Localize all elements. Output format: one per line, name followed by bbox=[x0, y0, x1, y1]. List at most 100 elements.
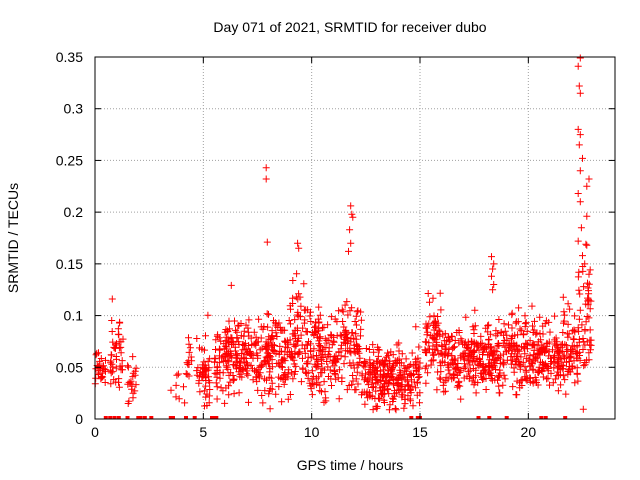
data-point bbox=[422, 338, 430, 346]
data-point bbox=[215, 334, 223, 342]
data-point bbox=[492, 366, 499, 373]
data-point bbox=[129, 389, 137, 397]
data-point bbox=[345, 382, 353, 389]
data-point bbox=[213, 395, 221, 403]
data-point bbox=[496, 366, 504, 374]
data-point bbox=[457, 335, 465, 343]
data-point bbox=[319, 354, 327, 361]
data-point bbox=[451, 355, 459, 363]
zero-data-point bbox=[192, 416, 197, 419]
data-point bbox=[433, 331, 441, 339]
data-point bbox=[531, 317, 538, 325]
data-point bbox=[457, 395, 465, 403]
data-point bbox=[439, 351, 447, 359]
data-point bbox=[391, 405, 399, 412]
data-point bbox=[245, 342, 253, 349]
data-point bbox=[528, 302, 536, 310]
data-point bbox=[416, 399, 423, 407]
data-point bbox=[279, 374, 287, 382]
data-point bbox=[561, 341, 569, 349]
data-point bbox=[580, 362, 588, 370]
data-point bbox=[286, 391, 294, 398]
data-point bbox=[313, 352, 320, 359]
data-point bbox=[275, 383, 283, 391]
data-point bbox=[437, 362, 445, 370]
data-point bbox=[573, 370, 581, 378]
data-point bbox=[557, 381, 565, 389]
data-point bbox=[114, 330, 122, 338]
y-tick-label: 0.35 bbox=[56, 49, 83, 65]
data-point bbox=[320, 398, 328, 406]
data-point bbox=[421, 364, 429, 372]
data-point bbox=[488, 376, 496, 384]
data-point bbox=[432, 317, 439, 325]
data-point bbox=[395, 339, 403, 347]
data-point bbox=[278, 347, 285, 355]
data-point bbox=[547, 354, 554, 362]
data-point bbox=[374, 352, 382, 360]
data-point bbox=[554, 387, 562, 395]
data-point bbox=[225, 382, 232, 390]
data-point bbox=[349, 359, 357, 367]
data-point bbox=[118, 357, 126, 365]
data-point bbox=[289, 375, 297, 383]
data-point bbox=[404, 382, 412, 390]
data-point bbox=[551, 340, 559, 348]
data-point bbox=[92, 365, 100, 373]
data-point bbox=[489, 265, 497, 273]
data-point bbox=[437, 375, 445, 383]
data-point bbox=[205, 392, 213, 400]
data-point bbox=[254, 386, 262, 394]
data-point bbox=[193, 367, 201, 375]
data-point bbox=[314, 362, 322, 370]
data-point bbox=[490, 281, 498, 288]
data-point bbox=[316, 381, 324, 389]
data-point bbox=[461, 363, 469, 371]
data-point bbox=[237, 350, 245, 357]
data-point bbox=[407, 389, 415, 397]
data-point bbox=[353, 321, 360, 329]
data-point bbox=[526, 374, 534, 382]
data-point bbox=[416, 389, 424, 397]
data-point bbox=[279, 326, 287, 334]
data-point bbox=[92, 351, 100, 359]
data-point bbox=[349, 213, 357, 221]
data-point bbox=[494, 330, 502, 338]
data-point bbox=[327, 313, 335, 321]
data-point bbox=[213, 332, 221, 340]
data-point bbox=[368, 384, 376, 391]
x-axis-title: GPS time / hours bbox=[297, 457, 404, 473]
data-point bbox=[340, 338, 348, 346]
data-point bbox=[449, 372, 457, 380]
data-point bbox=[490, 351, 498, 359]
data-point bbox=[308, 367, 316, 375]
data-point bbox=[516, 361, 524, 369]
data-point bbox=[183, 370, 191, 378]
data-point bbox=[372, 372, 380, 380]
data-point bbox=[439, 381, 447, 389]
y-axis-tick-labels: 0 0.05 0.1 0.15 0.2 0.25 0.3 0.35 bbox=[56, 49, 83, 427]
data-point bbox=[537, 336, 545, 344]
data-point bbox=[373, 375, 381, 383]
data-point bbox=[287, 369, 295, 377]
zero-data-point bbox=[543, 416, 548, 419]
data-point bbox=[461, 360, 468, 368]
data-point bbox=[576, 54, 584, 62]
data-point bbox=[580, 283, 588, 291]
data-point bbox=[551, 312, 559, 320]
data-point bbox=[559, 372, 567, 380]
data-point bbox=[262, 343, 270, 350]
data-point bbox=[232, 362, 240, 370]
data-point bbox=[236, 373, 244, 381]
data-point bbox=[262, 164, 270, 172]
data-point bbox=[576, 167, 584, 175]
data-point bbox=[107, 369, 115, 377]
data-point bbox=[174, 370, 182, 378]
data-point bbox=[522, 375, 530, 383]
data-point bbox=[221, 399, 229, 407]
data-point bbox=[313, 363, 321, 371]
data-point bbox=[513, 346, 521, 354]
data-point bbox=[436, 332, 444, 340]
data-point bbox=[553, 358, 561, 366]
data-point bbox=[196, 388, 204, 396]
